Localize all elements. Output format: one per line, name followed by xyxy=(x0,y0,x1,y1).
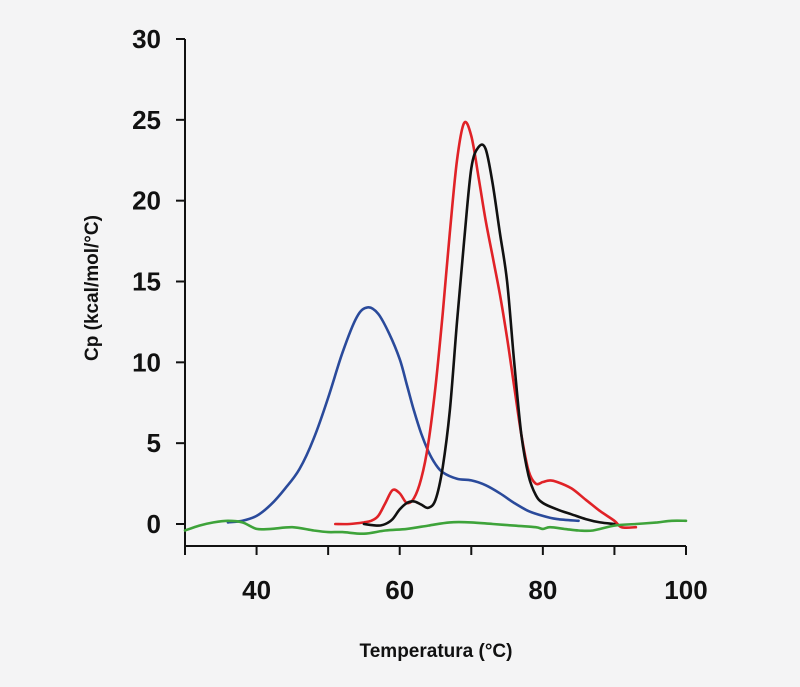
series-line-2 xyxy=(334,120,638,529)
y-tick-label: 25 xyxy=(132,105,161,135)
x-tick-label: 60 xyxy=(385,575,414,605)
plot-series xyxy=(183,120,688,536)
series-line-1 xyxy=(226,306,580,524)
y-tick-label: 10 xyxy=(132,347,161,377)
series-line-3 xyxy=(362,143,616,527)
x-tick-label: 80 xyxy=(528,575,557,605)
series-line-4 xyxy=(183,519,688,536)
y-tick-label: 0 xyxy=(147,509,161,539)
y-tick-label: 15 xyxy=(132,267,161,297)
tick-labels: 0 5 10 15 20 25 30 40 60 80 100 xyxy=(132,24,708,605)
y-tick-label: 30 xyxy=(132,24,161,54)
y-tick-label: 5 xyxy=(147,428,161,458)
x-tick-label: 100 xyxy=(664,575,707,605)
axes xyxy=(176,38,687,555)
y-axis-title: Cp (kcal/mol/°C) xyxy=(82,215,103,361)
x-axis-title: Temperatura (°C) xyxy=(360,641,513,662)
y-tick-label: 20 xyxy=(132,186,161,216)
x-tick-label: 40 xyxy=(242,575,271,605)
